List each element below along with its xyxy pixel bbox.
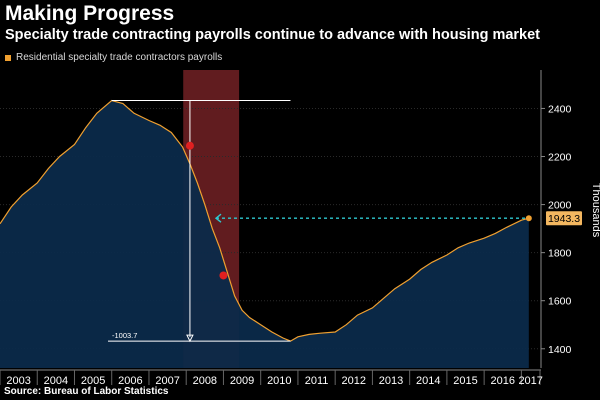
last-value-box — [546, 211, 582, 226]
x-tick-label: 2003 — [6, 375, 30, 387]
last-value-label: 1943.3 — [548, 213, 580, 225]
y-tick-label: 1400 — [548, 344, 572, 356]
x-tick-label: 2010 — [267, 375, 291, 387]
x-tick-label: 2014 — [416, 375, 440, 387]
drop-value-label: -1003.7 — [112, 331, 137, 340]
source-note: Source: Bureau of Labor Statistics — [4, 386, 169, 397]
x-tick-label: 2011 — [305, 375, 329, 387]
legend-label: Residential specialty trade contractors … — [16, 52, 223, 63]
y-tick-label: 2400 — [548, 103, 572, 115]
chart-subtitle: Specialty trade contracting payrolls con… — [5, 27, 541, 43]
x-tick-label: 2006 — [118, 375, 142, 387]
x-tick-label: 2013 — [379, 375, 403, 387]
legend: Residential specialty trade contractors … — [5, 52, 222, 63]
x-tick-label: 2009 — [230, 375, 254, 387]
red-marker — [185, 141, 194, 150]
y-tick-label: 2200 — [548, 152, 572, 164]
x-tick-label: 2012 — [342, 375, 366, 387]
red-marker — [219, 271, 228, 280]
y-axis-title: Thousands — [590, 183, 600, 238]
x-tick-label: 2005 — [81, 375, 105, 387]
last-point-marker — [525, 215, 532, 222]
drop-arrow-head — [186, 334, 194, 343]
chart-title: Making Progress — [5, 2, 175, 25]
series-line — [0, 99, 529, 342]
y-tick-label: 1800 — [548, 248, 572, 260]
series-area — [0, 100, 529, 368]
x-tick-label: 2008 — [193, 375, 217, 387]
x-tick-label: 2004 — [44, 375, 68, 387]
legend-swatch — [5, 54, 11, 61]
dashed-arrow-head — [214, 213, 222, 223]
x-tick-label: 2015 — [453, 375, 477, 387]
y-tick-label: 2000 — [548, 200, 572, 212]
x-tick-label: 2016 — [491, 375, 515, 387]
y-tick-label: 1600 — [548, 296, 572, 308]
x-tick-label: 2007 — [155, 375, 179, 387]
x-tick-label: 2017 — [518, 375, 542, 387]
